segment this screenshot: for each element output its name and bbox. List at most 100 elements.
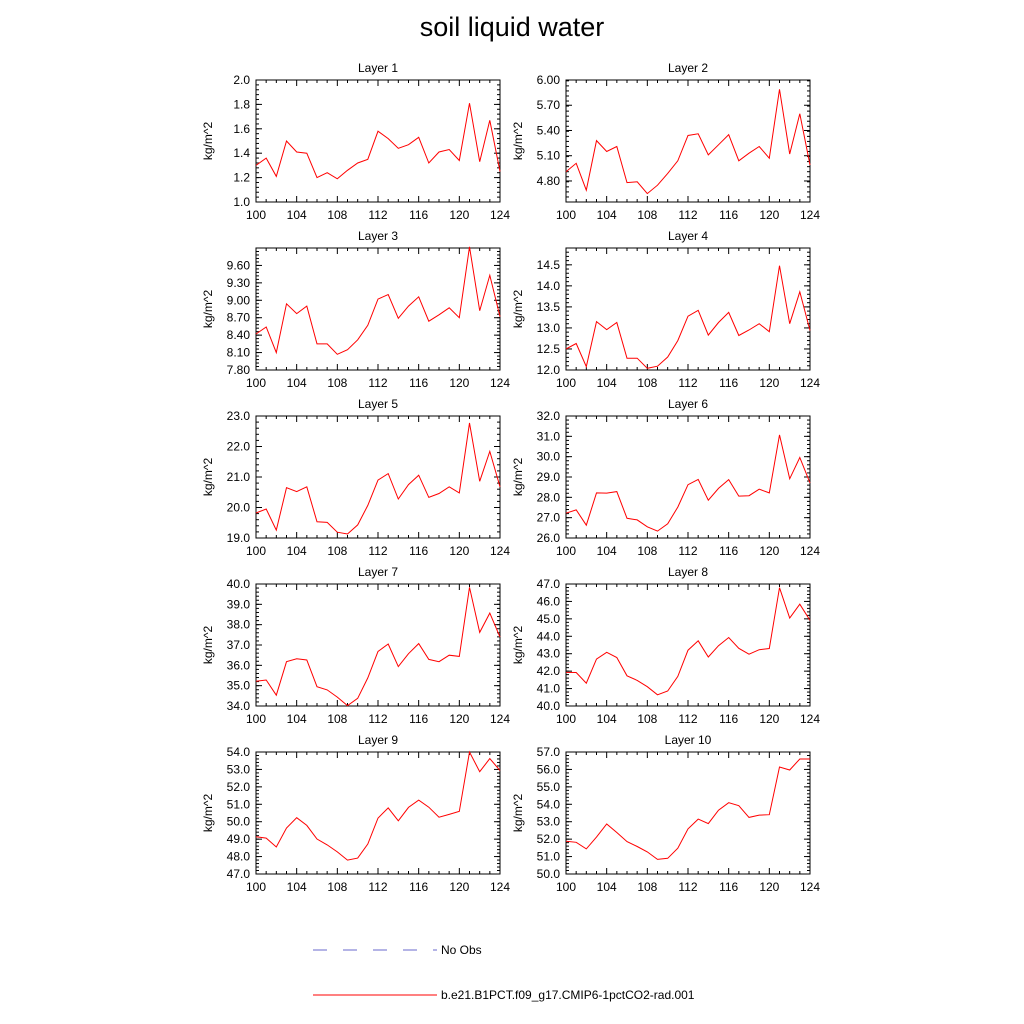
x-tick-label: 112: [678, 544, 697, 558]
x-tick-label: 120: [449, 544, 469, 558]
panel-title: Layer 5: [358, 397, 398, 411]
y-tick-label: 13.0: [537, 321, 561, 335]
x-tick-label: 124: [490, 376, 510, 390]
x-tick-label: 100: [556, 544, 576, 558]
y-tick-label: 21.0: [227, 470, 251, 484]
y-tick-label: 1.4: [233, 146, 250, 160]
legend: No Obs b.e21.B1PCT.f09_g17.CMIP6-1pctCO2-…: [313, 943, 695, 1002]
x-tick-label: 108: [637, 880, 657, 894]
x-tick-label: 100: [556, 208, 576, 222]
y-tick-label: 13.5: [537, 300, 561, 314]
y-tick-label: 51.0: [227, 797, 251, 811]
y-tick-label: 47.0: [537, 577, 561, 591]
panel-title: Layer 1: [358, 61, 398, 75]
y-tick-label: 5.70: [537, 98, 561, 112]
x-tick-label: 108: [637, 376, 657, 390]
x-tick-label: 100: [246, 376, 266, 390]
x-tick-label: 100: [246, 208, 266, 222]
panel-layer-3: Layer 3 kg/m^2 100 104 108 112 116 120 124 7.80 8.…: [201, 229, 510, 390]
x-tick-label: 104: [597, 376, 617, 390]
y-tick-label: 41.0: [537, 682, 561, 696]
y-axis-label: kg/m^2: [511, 122, 525, 161]
y-tick-label: 36.0: [227, 658, 251, 672]
x-tick-label: 124: [800, 712, 820, 726]
x-tick-label: 108: [637, 544, 657, 558]
x-tick-label: 112: [368, 880, 387, 894]
x-tick-label: 116: [719, 376, 738, 390]
y-tick-label: 1.2: [233, 171, 250, 185]
legend-no-obs-label: No Obs: [441, 943, 482, 957]
series-line: [565, 587, 811, 696]
y-tick-label: 50.0: [227, 815, 251, 829]
y-tick-label: 32.0: [537, 409, 561, 423]
series-line: [255, 587, 501, 707]
y-tick-label: 51.0: [537, 850, 561, 864]
x-tick-label: 116: [409, 376, 428, 390]
series-line: [565, 434, 811, 532]
y-tick-label: 8.10: [227, 346, 251, 360]
panel-layer-9: Layer 9 kg/m^2 100 104 108 112 116 120 124 47.0 48…: [201, 733, 510, 894]
y-tick-label: 40.0: [227, 577, 251, 591]
series-line: [565, 758, 810, 860]
y-tick-label: 27.0: [537, 511, 561, 525]
x-tick-label: 120: [759, 208, 779, 222]
y-axis-label: kg/m^2: [511, 458, 525, 497]
y-axis-label: kg/m^2: [201, 626, 215, 665]
x-tick-label: 108: [327, 376, 347, 390]
x-tick-label: 108: [327, 712, 347, 726]
panel-layer-2: Layer 2 kg/m^2 100 104 108 112 116 120 124 4.80 5.…: [511, 61, 820, 222]
legend-model-label: b.e21.B1PCT.f09_g17.CMIP6-1pctCO2-rad.00…: [441, 988, 695, 1002]
y-tick-label: 35.0: [227, 679, 251, 693]
plot-frame: [255, 79, 501, 203]
series-line: [255, 750, 501, 861]
plot-frame: [565, 583, 811, 707]
series-line: [565, 89, 811, 195]
y-tick-label: 22.0: [227, 440, 251, 454]
panel-title: Layer 10: [665, 733, 712, 747]
y-tick-label: 52.0: [227, 780, 251, 794]
x-tick-label: 112: [678, 712, 697, 726]
panel-title: Layer 9: [358, 733, 398, 747]
x-tick-label: 104: [287, 376, 307, 390]
x-tick-label: 112: [678, 376, 697, 390]
y-tick-label: 8.70: [227, 311, 251, 325]
x-tick-label: 100: [556, 376, 576, 390]
panel-title: Layer 3: [358, 229, 398, 243]
y-tick-label: 55.0: [537, 780, 561, 794]
x-tick-label: 108: [327, 208, 347, 222]
x-tick-label: 112: [368, 376, 387, 390]
panel-layer-4: Layer 4 kg/m^2 100 104 108 112 116 120 124 12.0 12…: [511, 229, 820, 390]
x-tick-label: 124: [800, 544, 820, 558]
x-tick-label: 108: [637, 208, 657, 222]
y-tick-label: 1.6: [233, 122, 250, 136]
y-tick-label: 57.0: [537, 745, 561, 759]
y-tick-label: 45.0: [537, 612, 561, 626]
y-tick-label: 46.0: [537, 594, 561, 608]
plot-frame: [565, 751, 811, 875]
x-tick-label: 112: [368, 208, 387, 222]
y-tick-label: 5.40: [537, 123, 561, 137]
x-tick-label: 124: [490, 880, 510, 894]
x-tick-label: 108: [327, 544, 347, 558]
y-tick-label: 53.0: [537, 815, 561, 829]
y-tick-label: 9.30: [227, 276, 251, 290]
x-tick-label: 120: [449, 376, 469, 390]
x-tick-label: 116: [409, 712, 428, 726]
x-tick-label: 124: [490, 208, 510, 222]
y-tick-label: 39.0: [227, 597, 251, 611]
x-tick-label: 112: [368, 544, 387, 558]
x-tick-label: 124: [800, 376, 820, 390]
y-axis-label: kg/m^2: [201, 290, 215, 329]
series-line: [255, 103, 501, 180]
x-tick-label: 100: [246, 880, 266, 894]
y-tick-label: 31.0: [537, 429, 561, 443]
x-tick-label: 104: [287, 880, 307, 894]
panel-title: Layer 8: [668, 565, 708, 579]
figure-title: soil liquid water: [419, 12, 605, 42]
panel-layer-7: Layer 7 kg/m^2 100 104 108 112 116 120 124 34.0 35…: [201, 565, 510, 726]
x-tick-label: 116: [409, 544, 428, 558]
y-tick-label: 37.0: [227, 638, 251, 652]
plot-frame: [565, 247, 811, 371]
x-tick-label: 124: [800, 880, 820, 894]
y-tick-label: 52.0: [537, 832, 561, 846]
